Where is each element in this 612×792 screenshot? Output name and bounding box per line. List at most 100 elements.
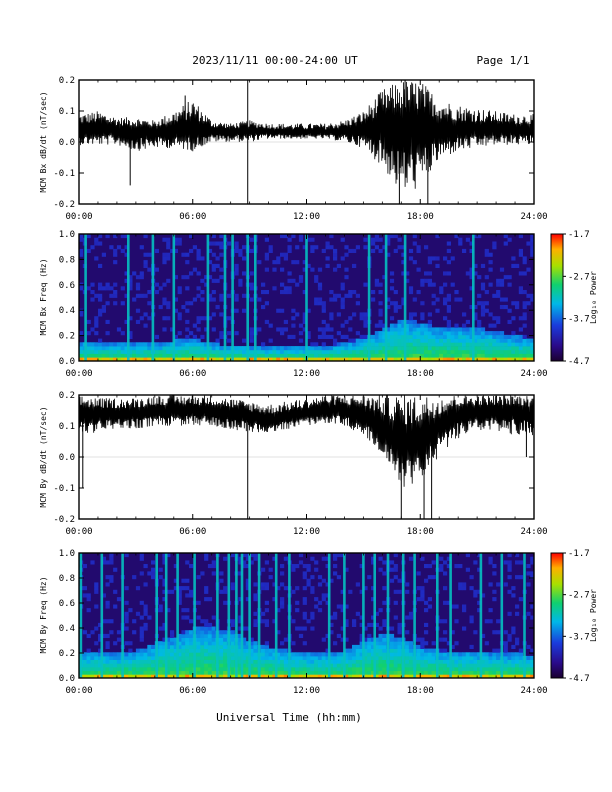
spectrogram-cell: [371, 349, 376, 354]
spectrogram-cell: [280, 604, 285, 609]
spectrogram-cell: [245, 578, 250, 583]
spectrogram-cell: [424, 564, 429, 569]
spectrogram-cell: [185, 674, 190, 678]
spectrogram-cell: [196, 349, 201, 354]
spectrogram-cell: [280, 290, 285, 295]
spectrogram-cell: [439, 655, 444, 660]
spectrogram-cell: [253, 593, 258, 598]
spectrogram-cell: [162, 357, 167, 361]
spectrogram-cell: [416, 644, 421, 649]
spectrogram-cell: [283, 648, 288, 653]
spectrogram-cell: [469, 619, 474, 624]
spectrogram-cell: [105, 357, 110, 361]
spectrogram-cell: [412, 346, 417, 351]
spectrogram-cell: [181, 633, 186, 638]
spectrogram-cell: [480, 286, 486, 291]
spectrogram-cell: [397, 578, 402, 583]
spectrogram-cell: [420, 648, 425, 653]
spectrogram-cell: [344, 667, 349, 672]
spectrogram-cell: [207, 342, 213, 347]
spectrogram-cell: [109, 575, 114, 580]
spectrogram-cell: [272, 648, 277, 653]
spectrogram-cell: [302, 655, 307, 660]
spectrogram-cell: [162, 637, 167, 642]
spectrogram-cell: [462, 349, 467, 354]
spectrogram-cell: [321, 301, 326, 306]
spectrogram-cell: [397, 319, 402, 324]
spectrogram-cell: [363, 346, 368, 351]
spectrogram-cell: [139, 571, 144, 576]
spectrogram-cell: [488, 312, 493, 317]
spectrogram-cell: [371, 241, 376, 246]
spectrogram-cell: [173, 644, 178, 649]
spectrogram-cell: [132, 670, 137, 675]
spectrogram-cell: [530, 674, 534, 678]
spectrogram-cell: [462, 604, 467, 609]
spectrogram-cell: [223, 641, 228, 646]
spectrogram-cell: [462, 586, 467, 591]
spectrogram-cell: [132, 342, 137, 347]
spectrogram-cell: [530, 670, 534, 675]
spectrogram-cell: [79, 342, 84, 347]
spectrogram-cell: [238, 670, 243, 675]
spectrogram-cell: [374, 659, 379, 664]
spectrogram-cell: [397, 630, 402, 635]
spectrogram-cell: [496, 319, 501, 324]
spectrogram-cell: [329, 670, 334, 675]
spectrogram-cell: [492, 338, 497, 343]
spectrogram-cell: [177, 290, 182, 295]
spectrogram-cell: [280, 655, 285, 660]
spectrogram-cell: [147, 655, 152, 660]
spectrogram-cell: [98, 286, 103, 291]
spectrogram-cell: [389, 667, 395, 672]
spectrogram-cell: [329, 578, 334, 583]
spectrogram-cell: [264, 652, 269, 657]
spectrogram-cell: [348, 670, 353, 675]
spectrogram-cell: [530, 667, 534, 672]
spectrogram-cell: [98, 622, 103, 627]
spectrogram-cell: [488, 346, 493, 351]
spectrogram-cell: [382, 670, 387, 675]
spectrogram-cell: [200, 630, 205, 635]
spectrogram-cell: [496, 334, 501, 339]
spectrogram-cell: [446, 357, 451, 361]
spectrogram-cell: [325, 670, 330, 675]
spectrogram-cell: [90, 346, 95, 351]
spectrogram-cell: [189, 248, 194, 253]
spectrogram-cell: [352, 619, 357, 624]
spectrogram-cell: [492, 346, 497, 351]
spectrogram-cell: [439, 334, 444, 339]
spectrogram-cell: [113, 346, 118, 351]
spectrogram-cell: [450, 674, 455, 678]
spectrogram-cell: [158, 674, 163, 678]
spectrogram-cell: [507, 652, 512, 657]
spectrogram-cell: [363, 586, 368, 591]
spectrogram-cell: [393, 323, 398, 328]
spectrogram-cell: [386, 252, 391, 257]
spectrogram-cell: [412, 342, 417, 347]
spectrogram-cell: [207, 597, 213, 602]
spectrogram-cell: [283, 357, 288, 361]
spectrogram-cell: [310, 346, 315, 351]
spectrogram-cell: [389, 271, 395, 276]
spectrogram-cell: [79, 252, 84, 257]
spectrogram-cell: [393, 652, 398, 657]
spectrogram-cell: [245, 659, 250, 664]
spectrogram-cell: [264, 237, 269, 242]
spectrogram-cell: [192, 267, 197, 272]
spectrogram-cell: [295, 245, 300, 250]
y-tick-label: 0.8: [59, 255, 75, 265]
panel-3: 00:00 06:00 12:00 18:00 24:00-0.2-0.10.00.10…: [39, 391, 548, 537]
spectrogram-cell: [480, 263, 486, 268]
spectrogram-cell: [249, 553, 254, 558]
spectrogram-cell: [219, 644, 224, 649]
spectrogram-cell: [363, 652, 368, 657]
spectrogram-cell: [245, 648, 250, 653]
spectrogram-cell: [420, 349, 425, 354]
spectrogram-cell: [116, 667, 122, 672]
x-tick-label: 18:00: [407, 369, 434, 379]
spectrogram-cell: [458, 667, 463, 672]
spectrogram-cell: [329, 622, 334, 627]
spectrogram-cell: [397, 663, 402, 668]
spectrogram-cell: [321, 327, 326, 332]
